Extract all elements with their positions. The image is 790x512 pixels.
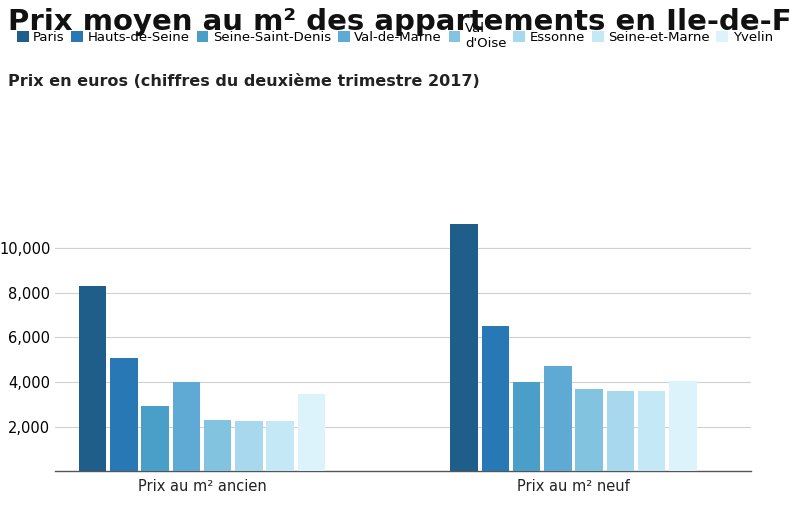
Bar	[669, 381, 697, 471]
Bar	[450, 224, 478, 471]
Bar	[575, 389, 603, 471]
Bar	[298, 394, 325, 471]
Bar	[110, 357, 137, 471]
Bar	[79, 286, 107, 471]
Legend: Paris, Hauts-de-Seine, Seine-Saint-Denis, Val-de-Marne, Val
d'Oise, Essonne, Sei: Paris, Hauts-de-Seine, Seine-Saint-Denis…	[17, 22, 773, 50]
Bar	[172, 382, 200, 471]
Bar	[482, 326, 509, 471]
Bar	[235, 421, 262, 471]
Text: Prix en euros (chiffres du deuxième trimestre 2017): Prix en euros (chiffres du deuxième trim…	[8, 74, 480, 89]
Bar	[638, 391, 665, 471]
Bar	[544, 367, 572, 471]
Bar	[266, 421, 294, 471]
Bar	[204, 420, 231, 471]
Text: Prix moyen au m² des appartements en Ile-de-France: Prix moyen au m² des appartements en Ile…	[8, 8, 790, 36]
Bar	[607, 391, 634, 471]
Bar	[141, 407, 169, 471]
Bar	[513, 382, 540, 471]
